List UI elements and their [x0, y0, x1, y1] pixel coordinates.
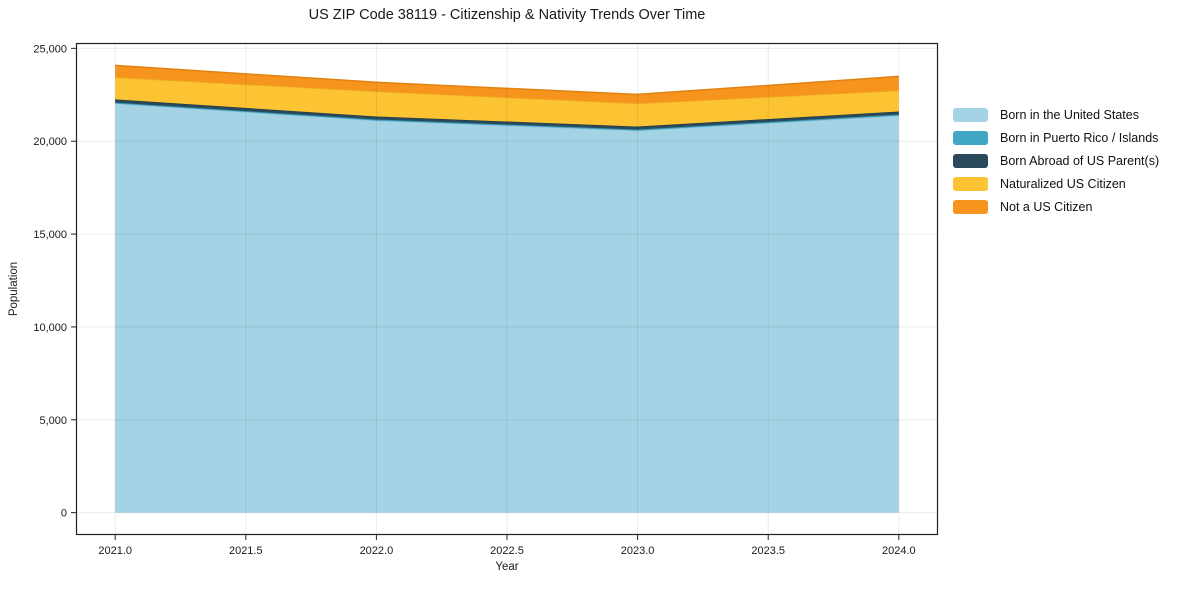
- area-series-4-edge: [115, 64, 899, 96]
- legend-label: Born Abroad of US Parent(s): [1000, 154, 1160, 168]
- legend-swatch-icon: [953, 200, 988, 214]
- area-series-4: [115, 65, 899, 104]
- plot-area: 2021.0 2021.5 2022.0 2022.5 2023.0 2023.5 2024…: [33, 42, 939, 557]
- legend-label: Born in the United States: [1000, 108, 1139, 122]
- plot-frame: [75, 42, 939, 536]
- x-tick-label: 2023.5: [751, 545, 785, 557]
- legend-item: Born in the United States: [953, 108, 1159, 122]
- legend-swatch-icon: [953, 177, 988, 191]
- x-tick-label: 2022.5: [490, 545, 524, 557]
- x-tick-label: 2022.0: [360, 545, 394, 557]
- x-tick-label: 2021.0: [98, 545, 132, 557]
- y-tick-label: 15,000: [33, 229, 67, 241]
- stacked-areas: [115, 64, 899, 513]
- legend-item: Naturalized US Citizen: [953, 177, 1159, 191]
- y-tick-label: 5,000: [39, 415, 67, 427]
- legend-label: Born in Puerto Rico / Islands: [1000, 131, 1159, 145]
- legend-label: Not a US Citizen: [1000, 200, 1093, 214]
- legend-swatch-icon: [953, 108, 988, 122]
- y-tick-label: 25,000: [33, 43, 67, 55]
- axis-ticks: [71, 47, 900, 540]
- area-series-0: [115, 103, 899, 513]
- y-tick-label: 0: [61, 508, 67, 520]
- area-series-3: [115, 77, 899, 127]
- y-tick-label: 10,000: [33, 322, 67, 334]
- legend-swatch-icon: [953, 154, 988, 168]
- area-series-2: [115, 99, 899, 130]
- x-tick-label: 2021.5: [229, 545, 263, 557]
- legend: Born in the United States Born in Puerto …: [953, 108, 1159, 214]
- x-axis-label: Year: [495, 561, 519, 573]
- legend-item: Not a US Citizen: [953, 200, 1159, 214]
- y-tick-label: 20,000: [33, 136, 67, 148]
- legend-item: Born Abroad of US Parent(s): [953, 154, 1159, 168]
- chart-title: US ZIP Code 38119 - Citizenship & Nativi…: [308, 7, 706, 23]
- legend-label: Naturalized US Citizen: [1000, 177, 1126, 191]
- legend-item: Born in Puerto Rico / Islands: [953, 131, 1159, 145]
- legend-swatch-icon: [953, 131, 988, 145]
- x-tick-label: 2023.0: [621, 545, 655, 557]
- gridlines: [76, 43, 938, 535]
- y-axis-label: Population: [8, 261, 20, 317]
- x-tick-label: 2024.0: [882, 545, 916, 557]
